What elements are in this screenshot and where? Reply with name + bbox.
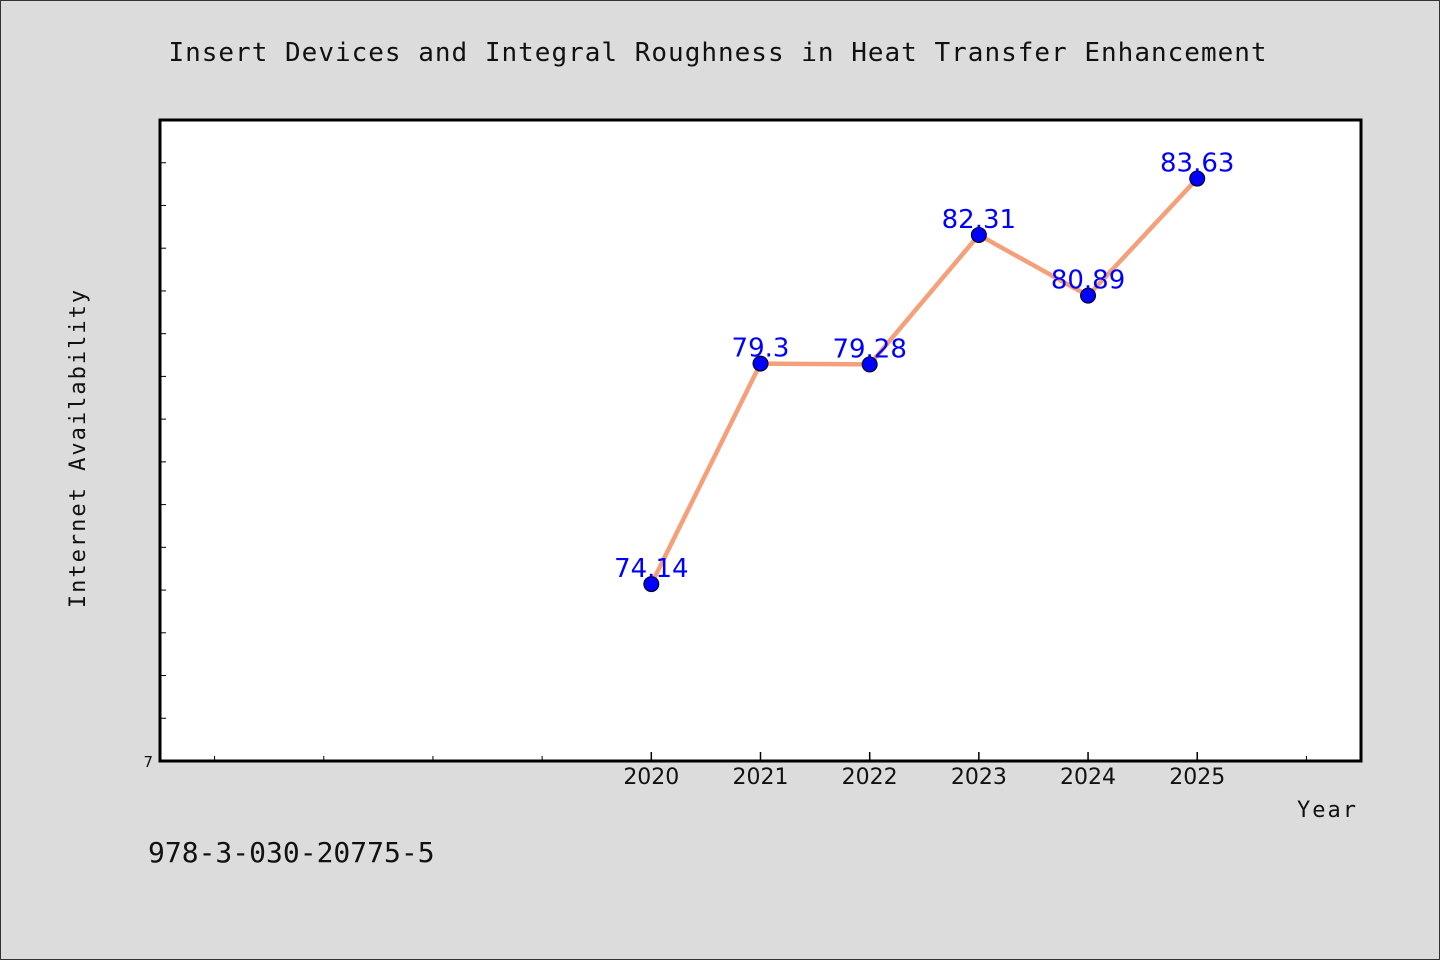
- chart-title: Insert Devices and Integral Roughness in…: [168, 38, 1267, 68]
- axis-ticks: 7 2020 2021 2022 2023 2024 2025: [143, 162, 1307, 790]
- x-tick-label: 2022: [842, 765, 898, 790]
- isbn-footer: 978-3-030-20775-5: [148, 836, 435, 869]
- data-point: [970, 226, 987, 243]
- x-tick-label: 2024: [1060, 765, 1116, 790]
- data-point: [861, 356, 878, 373]
- x-tick-label: 2020: [623, 765, 679, 790]
- data-point: [1080, 287, 1097, 304]
- data-label: 82.31: [942, 205, 1016, 235]
- x-tick-label: 2023: [951, 765, 1007, 790]
- data-point: [643, 576, 660, 593]
- data-label: 79.3: [732, 334, 790, 364]
- plot-area: [158, 118, 1363, 763]
- data-point: [752, 355, 769, 372]
- data-label: 83.63: [1160, 149, 1234, 179]
- data-label: 74.14: [614, 554, 688, 584]
- series-line: [649, 176, 1200, 587]
- x-tick-label: 2025: [1169, 765, 1225, 790]
- y-tick-label: 7: [143, 753, 153, 771]
- x-axis-label: Year: [1297, 798, 1358, 823]
- data-label: 79.28: [832, 334, 906, 364]
- series-layer: [643, 170, 1206, 593]
- data-point: [1189, 170, 1206, 187]
- y-axis-label: Internet Availability: [66, 288, 91, 608]
- data-label: 80.89: [1051, 266, 1125, 296]
- data-label-layer: 74.14 79.3 79.28 82.31 80.89 83.63: [614, 149, 1234, 585]
- x-tick-label: 2021: [733, 765, 789, 790]
